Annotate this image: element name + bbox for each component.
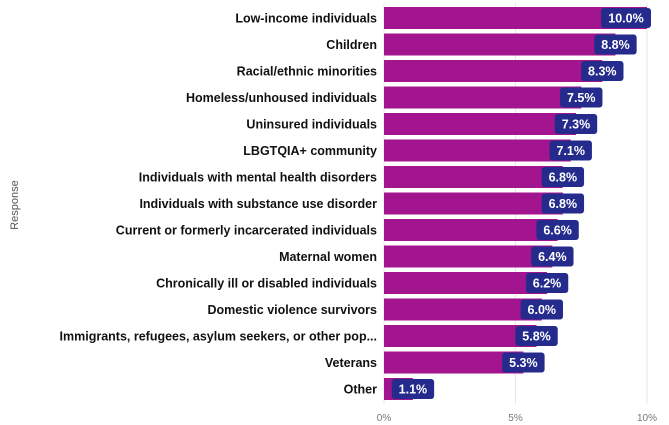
value-label-text: 6.6%: [543, 224, 572, 238]
value-label: 7.5%: [560, 87, 603, 108]
value-label-text: 6.8%: [549, 197, 578, 211]
category-label: Current or formerly incarcerated individ…: [116, 224, 377, 238]
value-label: 5.3%: [502, 352, 545, 373]
category-labels: Low-income individuals Children Racial/eth…: [60, 12, 378, 397]
value-label-badge: [531, 246, 574, 267]
bar: [384, 113, 576, 135]
bar: [384, 245, 553, 268]
bar: [384, 298, 542, 321]
category-label: Maternal women: [279, 250, 377, 264]
bar: [384, 86, 582, 109]
value-label: 6.6%: [536, 220, 579, 240]
value-label: 10.0%: [601, 8, 651, 28]
value-label: 6.8%: [541, 193, 585, 214]
y-axis-title: Response: [9, 180, 21, 230]
value-label-text: 8.3%: [588, 65, 617, 79]
category-label: Low-income individuals: [235, 12, 377, 26]
value-label-text: 1.1%: [399, 383, 428, 397]
value-label-badge: [520, 299, 563, 320]
x-tick-label: 10%: [637, 413, 657, 424]
value-label: 6.4%: [531, 246, 574, 267]
value-label-text: 6.0%: [528, 303, 557, 317]
value-label: 8.3%: [581, 61, 624, 81]
category-label: Other: [344, 383, 377, 397]
value-label-text: 6.8%: [549, 171, 578, 185]
value-label: 6.0%: [520, 299, 563, 320]
value-label-text: 10.0%: [608, 12, 643, 26]
bar: [384, 325, 537, 347]
value-label-text: 8.8%: [601, 38, 630, 52]
value-label-badge: [541, 167, 585, 187]
category-label: Veterans: [325, 356, 377, 370]
value-label-text: 5.3%: [509, 356, 538, 370]
category-label: Homeless/unhoused individuals: [186, 91, 377, 105]
value-label-text: 6.2%: [533, 277, 562, 291]
category-label: Individuals with substance use disorder: [139, 197, 377, 211]
bar: [384, 219, 558, 241]
category-label: Children: [326, 38, 377, 52]
category-label: Racial/ethnic minorities: [237, 65, 377, 79]
value-label-text: 5.8%: [522, 330, 551, 344]
category-label: Immigrants, refugees, asylum seekers, or…: [60, 330, 377, 344]
value-label-badge: [560, 87, 603, 108]
bar: [384, 166, 563, 188]
value-label-text: 7.1%: [556, 144, 585, 158]
bar: [384, 139, 571, 162]
category-label: Domestic violence survivors: [207, 303, 377, 317]
bar: [384, 60, 603, 82]
value-label-badge: [502, 352, 545, 373]
value-label-badge: [549, 140, 592, 161]
value-label-text: 7.5%: [567, 91, 596, 105]
value-label-badge: [515, 326, 558, 346]
value-label: 1.1%: [391, 379, 435, 399]
bar: [384, 272, 548, 294]
value-label: 8.8%: [594, 34, 637, 55]
value-label: 7.1%: [549, 140, 592, 161]
value-label-text: 7.3%: [562, 118, 591, 132]
value-label-badge: [594, 34, 637, 55]
value-label-badge: [554, 114, 598, 134]
value-label-badge: [541, 193, 585, 214]
category-label: Individuals with mental health disorders: [139, 171, 377, 185]
bar: [384, 351, 524, 374]
value-label: 6.2%: [525, 273, 569, 293]
category-label: LBGTQIA+ community: [243, 144, 377, 158]
value-label: 5.8%: [515, 326, 558, 346]
value-label-badge: [391, 379, 435, 399]
value-label-badge: [525, 273, 569, 293]
bars: [384, 7, 647, 400]
value-label-text: 6.4%: [538, 250, 567, 264]
category-label: Uninsured individuals: [246, 118, 377, 132]
bar: [384, 33, 616, 56]
value-labels: 10.0% 8.8% 8.3% 7.5% 7.3% 7.1% 6.8% 6.8% 6.6% 6.4…: [391, 8, 651, 399]
x-tick-label: 5%: [508, 413, 523, 424]
value-label-badge: [601, 8, 651, 28]
value-label: 6.8%: [541, 167, 585, 187]
category-label: Chronically ill or disabled individuals: [156, 277, 377, 291]
value-label: 7.3%: [554, 114, 598, 134]
bar: [384, 7, 647, 29]
x-tick-label: 0%: [377, 413, 392, 424]
bar: [384, 192, 563, 215]
value-label-badge: [536, 220, 579, 240]
x-axis-ticks: 0% 5% 10%: [377, 413, 657, 424]
value-label-badge: [581, 61, 624, 81]
